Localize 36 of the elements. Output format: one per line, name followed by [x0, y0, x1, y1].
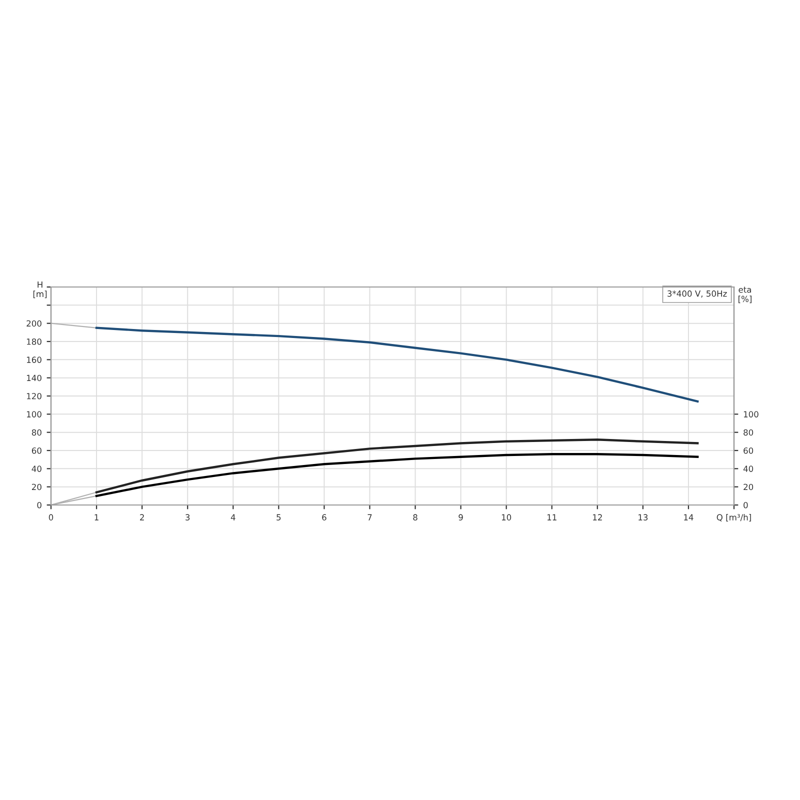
y-tick-label: 140: [26, 374, 42, 382]
x-tick-label: 3: [186, 514, 190, 520]
y-tick-label: 80: [32, 429, 42, 436]
annotation: 3*400 V, 50Hz: [668, 290, 727, 298]
y-tick-label: 120: [26, 392, 42, 400]
y-tick-label: 20: [32, 484, 42, 490]
y-tick-label: 160: [26, 356, 42, 363]
y2-tick-label: 100: [744, 411, 758, 418]
x-tick-label: 6: [322, 514, 326, 520]
x-tick-label: 9: [458, 514, 463, 520]
x-tick-label: 5: [276, 514, 281, 520]
y-tick-label: 180: [26, 338, 42, 345]
x-tick-label: 14: [684, 514, 694, 520]
y-axis-title: H [m]: [33, 282, 47, 298]
x-tick-label: 2: [140, 514, 144, 520]
y2-tick-label: 0: [744, 502, 748, 508]
x-tick-label: 10: [502, 514, 512, 520]
y-tick-label: 60: [32, 447, 42, 454]
y2-tick-label: 60: [744, 447, 754, 454]
y-tick-label: 200: [26, 320, 42, 327]
y-tick-label: 40: [32, 466, 42, 472]
x-tick-label: 7: [368, 514, 372, 520]
y2-tick-label: 20: [744, 484, 754, 490]
y2-tick-label: 40: [743, 466, 754, 472]
x-tick-label: 12: [593, 514, 602, 520]
x-tick-label: 1: [94, 514, 98, 520]
y-tick-label: 100: [26, 411, 42, 418]
y-tick-label: 0: [37, 502, 42, 508]
x-tick-label: 13: [638, 514, 648, 520]
x-tick-label: 0: [48, 514, 54, 520]
y2-tick-label: 80: [744, 429, 754, 436]
y2-axis-title: eta [%]: [738, 286, 752, 304]
x-tick-label: 8: [413, 514, 418, 520]
x-tick-label: 11: [547, 514, 556, 520]
x-axis-title: Q [m³/h]: [716, 514, 751, 522]
x-tick-label: 4: [230, 514, 236, 520]
